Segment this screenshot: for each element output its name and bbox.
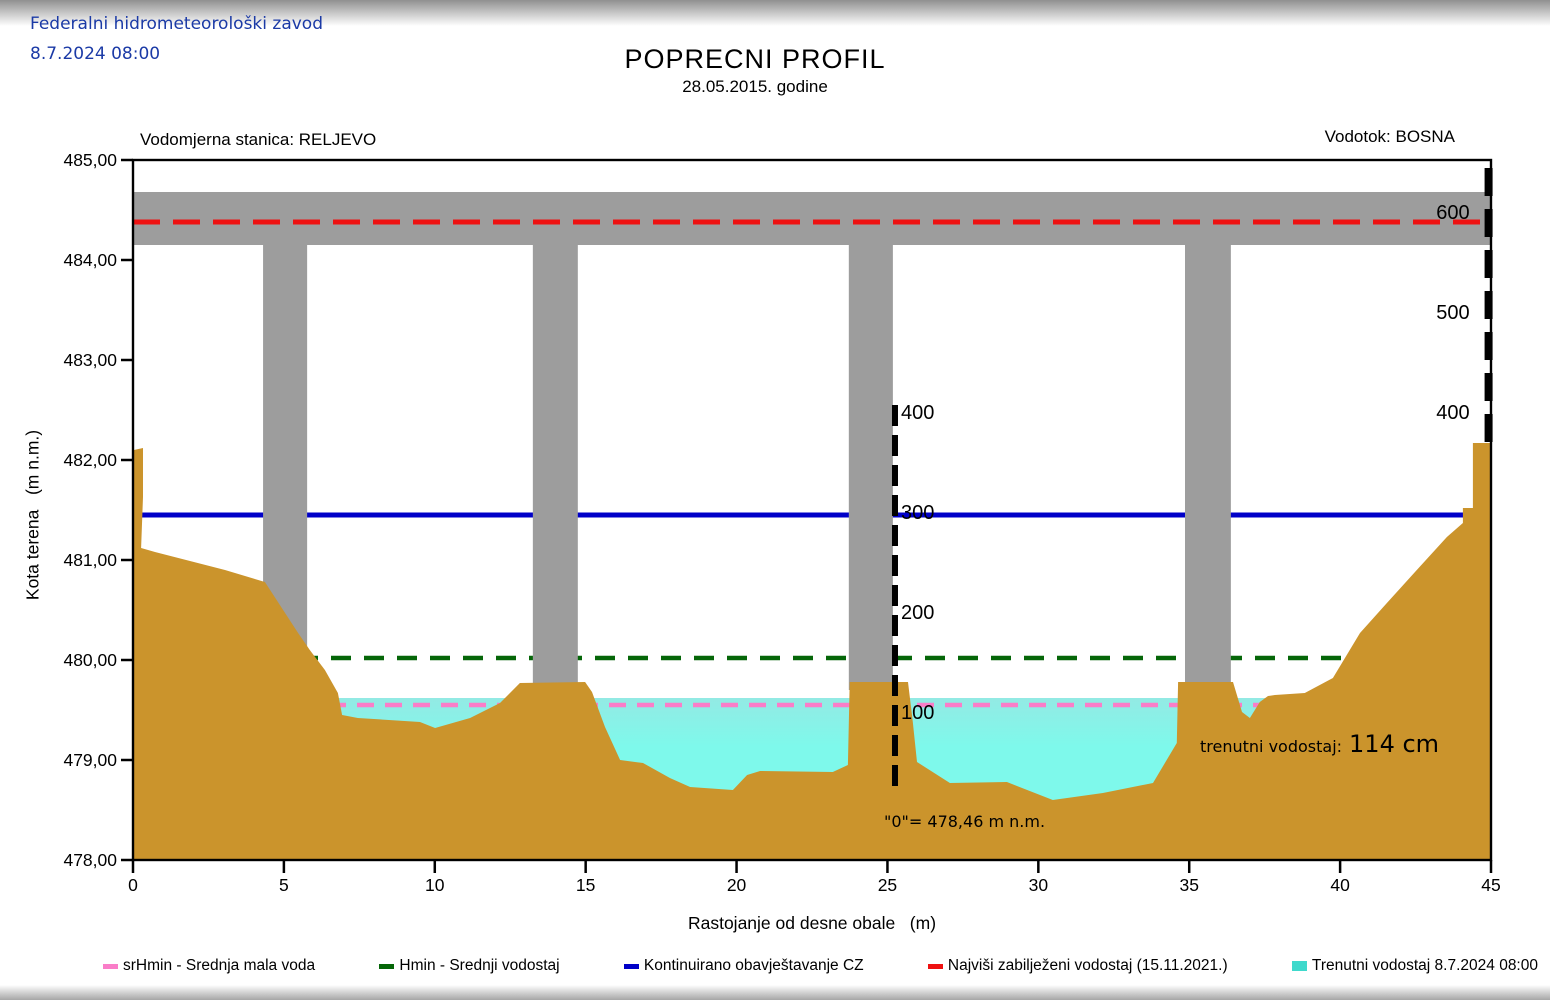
legend-label: srHmin - Srednja mala voda (123, 957, 316, 974)
bridge-pier (848, 245, 893, 690)
legend-swatch-icon (927, 963, 943, 969)
x-tick-label: 5 (279, 875, 289, 895)
top-gradient-band (0, 0, 1550, 26)
legend-label: Hmin - Srednji vodostaj (399, 957, 560, 974)
y-tick-label: 484,00 (63, 250, 117, 270)
legend-label: Kontinuirano obavještavanje CZ (643, 957, 864, 974)
terrain-profile (133, 443, 1491, 860)
current-level-label: trenutni vodostaj: (1200, 737, 1343, 756)
y-tick-label: 483,00 (63, 350, 117, 370)
legend-swatch-icon (1291, 961, 1307, 971)
legend-item: srHmin - Srednja mala voda (103, 957, 315, 975)
gauge-cm-label: 200 (901, 602, 934, 624)
river-label: Vodotok: BOSNA (1324, 127, 1455, 146)
station-label: Vodomjerna stanica: RELJEVO (140, 130, 377, 149)
legend-swatch-icon (379, 963, 395, 969)
y-tick-label: 480,00 (63, 650, 117, 670)
legend-item: Kontinuirano obavještavanje CZ (623, 957, 864, 975)
x-tick-label: 15 (576, 875, 595, 895)
legend-swatch-icon (103, 963, 118, 969)
x-tick-label: 10 (425, 875, 445, 895)
x-tick-label: 40 (1330, 875, 1350, 895)
bridge-pier (1184, 245, 1231, 690)
legend-item: Trenutni vodostaj 8.7.2024 08:00 (1291, 957, 1538, 975)
plot-border (131, 158, 1493, 862)
legend-item: Hmin - Srednji vodostaj (379, 957, 560, 975)
legend-swatch-icon (623, 963, 639, 969)
current-level-value: 114 cm (1349, 730, 1440, 758)
x-tick-label: 45 (1481, 875, 1500, 895)
y-tick-label: 479,00 (63, 750, 117, 770)
x-tick-label: 35 (1179, 875, 1198, 895)
current-water-level: trenutni vodostaj: 114 cm (1200, 730, 1439, 758)
gauge-zero-label: "0"= 478,46 m n.m. (884, 812, 1046, 831)
y-tick-label: 485,00 (63, 150, 117, 170)
bridge-deck (133, 192, 1491, 245)
x-tick-label: 0 (128, 875, 138, 895)
y-tick-label: 478,00 (63, 850, 117, 870)
gauge-cm-label: 500 (1436, 302, 1469, 324)
y-tick-label: 481,00 (63, 550, 117, 570)
gauge-cm-label: 400 (901, 402, 934, 424)
bottom-gradient-band (0, 985, 1550, 1000)
bridge-pier (532, 245, 578, 690)
gauge-cm-label: 300 (901, 502, 934, 524)
gauge-cm-label: 400 (1436, 402, 1469, 424)
page-header: Federalni hidrometeorološki zavod 8.7.20… (30, 9, 323, 69)
report-datetime: 8.7.2024 08:00 (30, 44, 161, 64)
chart-subtitle: 28.05.2015. godine (682, 77, 828, 96)
legend: srHmin - Srednja mala voda Hmin - Srednji… (103, 957, 1538, 975)
x-axis-title: Rastojanje od desne obale (m) (687, 913, 937, 933)
x-tick-label: 30 (1029, 875, 1049, 895)
gauge-cm-label: 100 (901, 702, 934, 724)
legend-label: Najviši zabilježeni vodostaj (15.11.2021… (947, 957, 1228, 974)
x-tick-label: 20 (727, 875, 747, 895)
y-tick-label: 482,00 (63, 450, 117, 470)
org-name: Federalni hidrometeorološki zavod (30, 14, 324, 34)
chart-title: POPRECNI PROFIL (624, 44, 886, 74)
x-tick-label: 25 (878, 875, 897, 895)
legend-item: Najviši zabilježeni vodostaj (15.11.2021… (927, 957, 1228, 975)
legend-label: Trenutni vodostaj 8.7.2024 08:00 (1311, 957, 1538, 974)
y-axis-title: Kota terena (m n.m.) (22, 429, 43, 601)
gauge-cm-label: 600 (1436, 202, 1469, 224)
